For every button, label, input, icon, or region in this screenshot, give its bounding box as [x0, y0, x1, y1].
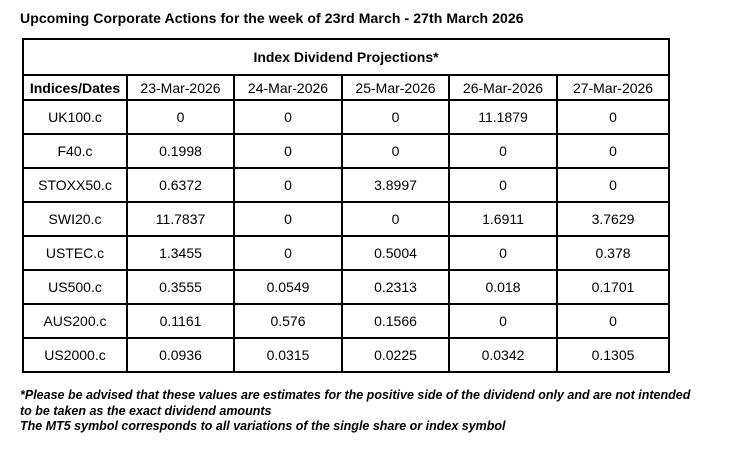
value-cell: 0.1998 [126, 133, 235, 169]
index-cell: US500.c [22, 269, 128, 305]
value-cell: 0.0936 [126, 337, 235, 373]
value-cell: 0.1566 [341, 303, 450, 339]
table-row: US500.c 0.3555 0.0549 0.2313 0.018 0.170… [22, 269, 671, 305]
footnote-line: The MT5 symbol corresponds to all variat… [20, 419, 506, 433]
value-cell: 0 [555, 99, 671, 135]
value-cell: 0 [126, 99, 235, 135]
value-cell: 0.5004 [341, 235, 450, 271]
index-cell: USTEC.c [22, 235, 128, 271]
dividend-projections-table: Index Dividend Projections* Indices/Date… [21, 38, 671, 373]
value-cell: 0 [448, 303, 558, 339]
value-cell: 0 [448, 167, 558, 203]
table-row: US2000.c 0.0936 0.0315 0.0225 0.0342 0.1… [22, 337, 671, 373]
index-cell: SWI20.c [22, 201, 128, 237]
date-header: 27-Mar-2026 [555, 74, 671, 101]
value-cell: 0 [448, 133, 558, 169]
value-cell: 0.1305 [555, 337, 671, 373]
value-cell: 0.1701 [555, 269, 671, 305]
table-row: UK100.c 0 0 0 11.1879 0 [22, 99, 671, 135]
value-cell: 0 [233, 99, 343, 135]
footnote-line: *Please be advised that these values are… [20, 388, 691, 402]
value-cell: 0.0342 [448, 337, 558, 373]
value-cell: 0 [555, 303, 671, 339]
value-cell: 3.8997 [341, 167, 450, 203]
date-header: 24-Mar-2026 [233, 74, 343, 101]
value-cell: 1.6911 [448, 201, 558, 237]
page-title: Upcoming Corporate Actions for the week … [20, 10, 524, 26]
value-cell: 0.3555 [126, 269, 235, 305]
value-cell: 1.3455 [126, 235, 235, 271]
value-cell: 0 [448, 235, 558, 271]
value-cell: 0.0549 [233, 269, 343, 305]
value-cell: 0.6372 [126, 167, 235, 203]
value-cell: 0 [341, 99, 450, 135]
table-row: AUS200.c 0.1161 0.576 0.1566 0 0 [22, 303, 671, 339]
value-cell: 0.378 [555, 235, 671, 271]
table-row: SWI20.c 11.7837 0 0 1.6911 3.7629 [22, 201, 671, 237]
value-cell: 0 [233, 235, 343, 271]
value-cell: 0.018 [448, 269, 558, 305]
footnotes: *Please be advised that these values are… [20, 388, 752, 435]
value-cell: 0 [233, 167, 343, 203]
value-cell: 0 [555, 167, 671, 203]
table-title: Index Dividend Projections* [21, 38, 671, 76]
value-cell: 0.576 [233, 303, 343, 339]
value-cell: 0 [555, 133, 671, 169]
table-row: USTEC.c 1.3455 0 0.5004 0 0.378 [22, 235, 671, 271]
corner-header: Indices/Dates [22, 74, 128, 101]
footnote-line: to be taken as the exact dividend amount… [20, 403, 272, 418]
value-cell: 0.0315 [233, 337, 343, 373]
date-header: 25-Mar-2026 [341, 74, 450, 101]
index-cell: US2000.c [22, 337, 128, 373]
value-cell: 0 [341, 133, 450, 169]
table-row: F40.c 0.1998 0 0 0 0 [22, 133, 671, 169]
value-cell: 11.7837 [126, 201, 235, 237]
index-cell: STOXX50.c [22, 167, 128, 203]
value-cell: 11.1879 [448, 99, 558, 135]
date-header: 26-Mar-2026 [448, 74, 558, 101]
value-cell: 3.7629 [555, 201, 671, 237]
value-cell: 0.2313 [341, 269, 450, 305]
index-cell: F40.c [22, 133, 128, 169]
value-cell: 0 [233, 201, 343, 237]
date-header: 23-Mar-2026 [126, 74, 235, 101]
value-cell: 0.0225 [341, 337, 450, 373]
index-cell: AUS200.c [22, 303, 128, 339]
index-cell: UK100.c [22, 99, 128, 135]
value-cell: 0 [341, 201, 450, 237]
value-cell: 0 [233, 133, 343, 169]
value-cell: 0.1161 [126, 303, 235, 339]
table-title-row: Index Dividend Projections* [21, 38, 671, 76]
table-row: STOXX50.c 0.6372 0 3.8997 0 0 [22, 167, 671, 203]
table-header-row: Indices/Dates 23-Mar-2026 24-Mar-2026 25… [22, 74, 671, 101]
